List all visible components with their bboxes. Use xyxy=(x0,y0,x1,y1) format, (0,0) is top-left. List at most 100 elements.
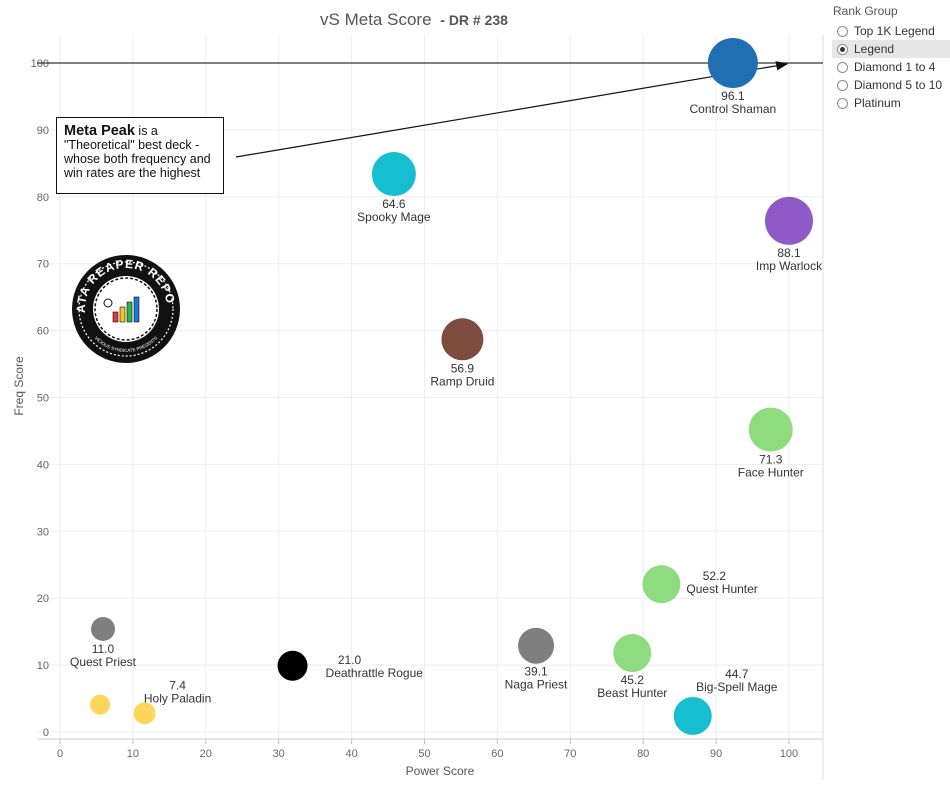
annotation-arrow xyxy=(235,61,789,158)
point-score-label: 7.4 xyxy=(169,678,186,692)
x-tick-label: 0 xyxy=(57,748,63,760)
point-name-label: Control Shaman xyxy=(690,102,777,116)
scatter-point xyxy=(748,407,793,452)
logo-bar xyxy=(126,301,133,323)
point-name-label: Ramp Druid xyxy=(430,374,494,388)
y-tick-label: 80 xyxy=(37,192,49,204)
scatter-point xyxy=(613,634,652,673)
point-score-label: 96.1 xyxy=(721,89,745,103)
scatter-point xyxy=(277,650,308,681)
x-tick-label: 20 xyxy=(200,748,212,760)
logo-bar xyxy=(119,306,126,323)
point-name-label: Beast Hunter xyxy=(597,686,667,700)
y-axis-label: Freq Score xyxy=(12,356,26,416)
x-tick-label: 100 xyxy=(780,748,798,760)
x-tick-label: 50 xyxy=(418,748,430,760)
y-tick-label: 100 xyxy=(31,58,49,70)
radio-icon[interactable] xyxy=(837,97,848,109)
point-score-label: 11.0 xyxy=(92,642,115,656)
radio-icon[interactable] xyxy=(837,79,848,91)
scatter-point xyxy=(673,696,712,735)
point-name-label: Big-Spell Mage xyxy=(696,680,778,694)
y-tick-label: 70 xyxy=(37,259,49,271)
rank-option-platinum[interactable]: Platinum xyxy=(832,94,950,112)
logo-figure xyxy=(103,298,113,308)
point-score-label: 64.6 xyxy=(382,197,406,211)
rank-option-label: Legend xyxy=(854,42,895,56)
chart-title: vS Meta Score - DR # 238 xyxy=(320,10,508,29)
meta-peak-arrow xyxy=(235,61,789,158)
scatter-point xyxy=(90,694,111,715)
rank-group-options: Top 1K Legend Legend Diamond 1 to 4 Diamond… xyxy=(832,22,950,112)
chart-title-main: vS Meta Score xyxy=(320,10,432,29)
rank-option-label: Diamond 5 to 10 xyxy=(854,78,943,92)
scatter-point xyxy=(765,196,813,245)
x-tick-label: 60 xyxy=(491,748,503,760)
rank-option-diamond-5-to-10[interactable]: Diamond 5 to 10 xyxy=(832,76,950,94)
logo-dotted-ring xyxy=(78,261,174,357)
x-tick-label: 40 xyxy=(345,748,357,760)
scatter-point xyxy=(91,616,116,641)
x-tick-label: 30 xyxy=(273,748,285,760)
chart-subtitle: - DR # 238 xyxy=(440,12,508,28)
rank-group-filter: Rank Group Top 1K Legend Legend Diamond 1 … xyxy=(832,4,950,112)
point-name-label: Deathrattle Rogue xyxy=(326,666,424,680)
point-name-label: Naga Priest xyxy=(505,678,568,692)
radio-icon[interactable] xyxy=(837,25,848,37)
point-name-label: Face Hunter xyxy=(738,466,804,480)
rank-group-title: Rank Group xyxy=(833,4,898,18)
logo-inner-ring xyxy=(94,277,158,341)
point-score-label: 56.9 xyxy=(451,361,475,375)
rank-option-top-1k-legend[interactable]: Top 1K Legend xyxy=(832,22,950,40)
point-score-label: 39.1 xyxy=(524,665,548,679)
point-name-label: Quest Hunter xyxy=(686,582,757,596)
x-tick-label: 90 xyxy=(710,748,722,760)
logo-inner-disc xyxy=(93,276,159,342)
annotation-text: is a "Theoretical" best deck - whose bot… xyxy=(64,124,211,180)
y-tick-label: 20 xyxy=(37,593,49,605)
logo-bar xyxy=(133,296,140,323)
scatter-point xyxy=(371,152,416,197)
x-axis-label: Power Score xyxy=(406,764,475,778)
annotation-bold: Meta Peak xyxy=(64,123,135,139)
point-score-label: 44.7 xyxy=(725,667,749,681)
scatter-point xyxy=(441,318,484,361)
x-tick-label: 10 xyxy=(127,748,139,760)
rank-option-label: Diamond 1 to 4 xyxy=(854,60,936,74)
axes: 0 10 20 30 40 50 60 70 80 90 100 0 10 20 30 40 50 60 70 80 9… xyxy=(31,35,824,780)
scatter-point xyxy=(518,627,555,664)
y-tick-label: 30 xyxy=(37,526,49,538)
rank-option-label: Top 1K Legend xyxy=(854,24,935,38)
y-tick-label: 0 xyxy=(43,727,49,739)
radio-icon[interactable] xyxy=(837,61,848,73)
point-name-label: Holy Paladin xyxy=(144,691,211,705)
scatter-point xyxy=(642,565,681,604)
y-tick-label: 60 xyxy=(37,326,49,338)
rank-option-legend[interactable]: Legend xyxy=(832,40,950,58)
point-name-label: Imp Warlock xyxy=(756,259,823,273)
radio-icon[interactable] xyxy=(837,43,848,55)
y-tick-label: 90 xyxy=(37,125,49,137)
y-tick-label: 50 xyxy=(37,393,49,405)
meta-peak-annotation: Meta Peak is a "Theoretical" best deck -… xyxy=(56,117,224,194)
rank-option-label: Platinum xyxy=(854,96,901,110)
logo-bar xyxy=(112,311,119,323)
point-score-label: 21.0 xyxy=(338,653,362,667)
point-score-label: 88.1 xyxy=(777,246,801,260)
rank-option-diamond-1-to-4[interactable]: Diamond 1 to 4 xyxy=(832,58,950,76)
y-tick-label: 40 xyxy=(37,459,49,471)
point-name-label: Quest Priest xyxy=(70,655,137,669)
scatter-point xyxy=(133,702,156,725)
